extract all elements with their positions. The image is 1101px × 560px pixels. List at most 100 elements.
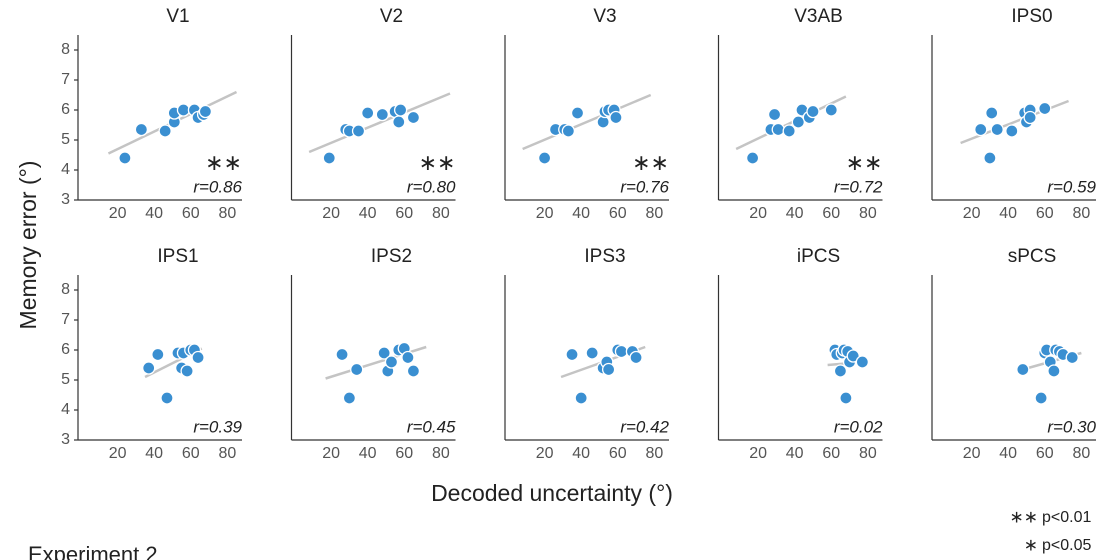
point	[561, 124, 576, 138]
point	[574, 391, 588, 405]
point	[1038, 101, 1052, 116]
point	[134, 122, 149, 137]
x-tick-label: 40	[359, 445, 377, 462]
x-tick-label: 60	[1036, 445, 1054, 462]
y-tick-label: 6	[61, 341, 70, 358]
x-tick-label: 20	[109, 205, 127, 222]
x-tick-label: 40	[572, 205, 590, 222]
x-tick-label: 60	[609, 445, 627, 462]
x-tick-label: 80	[432, 205, 450, 222]
x-tick-label: 40	[786, 205, 804, 222]
y-tick-label: 8	[61, 281, 70, 298]
y-tick-label: 4	[61, 161, 70, 178]
point	[176, 103, 191, 117]
significance: ∗∗	[846, 150, 883, 175]
point	[180, 364, 194, 378]
point	[745, 151, 760, 165]
point	[392, 115, 406, 129]
y-tick-label: 3	[61, 431, 70, 448]
point	[839, 391, 853, 405]
point	[570, 106, 585, 120]
point	[401, 350, 415, 365]
point	[985, 106, 999, 120]
y-tick-label: 3	[61, 191, 70, 208]
x-tick-label: 60	[395, 205, 413, 222]
legend-symbol: ∗∗	[1010, 507, 1039, 526]
point	[974, 122, 988, 137]
point	[1065, 350, 1079, 365]
panel-title: IPS2	[371, 246, 412, 267]
x-tick-label: 80	[859, 205, 877, 222]
correlation-label: r=0.80	[407, 177, 456, 196]
point	[335, 347, 349, 362]
x-tick-label: 20	[536, 205, 554, 222]
y-tick-label: 7	[61, 71, 70, 88]
panel-title: V3AB	[794, 6, 843, 27]
point	[629, 350, 643, 365]
footer: Experiment 2	[28, 542, 158, 560]
point	[791, 115, 805, 129]
point	[393, 103, 408, 117]
x-tick-label: 60	[182, 205, 200, 222]
x-tick-label: 20	[749, 205, 767, 222]
fit-line	[522, 93, 652, 151]
point	[585, 346, 599, 360]
y-tick-label: 6	[61, 101, 70, 118]
significance: ∗∗	[205, 150, 242, 175]
x-tick-label: 60	[609, 205, 627, 222]
point	[1034, 391, 1048, 405]
x-tick-label: 80	[218, 205, 236, 222]
panel-title: iPCS	[797, 246, 840, 267]
point	[806, 104, 820, 119]
point	[855, 355, 870, 369]
panel-title: IPS1	[157, 246, 198, 267]
point	[375, 107, 389, 122]
point	[198, 104, 213, 119]
x-tick-label: 20	[322, 205, 340, 222]
x-tick-label: 40	[145, 445, 163, 462]
point	[160, 391, 174, 405]
x-tick-label: 80	[645, 445, 663, 462]
x-tick-label: 60	[182, 445, 200, 462]
correlation-label: r=0.42	[620, 417, 669, 436]
point	[1016, 362, 1030, 377]
point	[833, 364, 848, 378]
point	[537, 151, 552, 165]
x-tick-label: 60	[395, 445, 413, 462]
significance: ∗∗	[632, 150, 669, 175]
point	[1023, 110, 1037, 125]
x-tick-label: 60	[1036, 205, 1054, 222]
x-axis-label: Decoded uncertainty (°)	[431, 480, 673, 506]
point	[614, 344, 629, 359]
y-axis-label: Memory error (°)	[15, 161, 41, 330]
point	[824, 103, 838, 117]
x-tick-label: 20	[963, 445, 981, 462]
y-tick-label: 5	[61, 371, 70, 388]
x-tick-label: 80	[1072, 205, 1090, 222]
correlation-label: r=0.45	[407, 417, 456, 436]
x-tick-label: 60	[822, 445, 840, 462]
x-tick-label: 80	[218, 445, 236, 462]
point	[118, 151, 132, 165]
x-tick-label: 20	[109, 445, 127, 462]
point	[377, 346, 391, 360]
y-tick-label: 5	[61, 131, 70, 148]
point	[406, 110, 421, 125]
x-tick-label: 40	[145, 205, 163, 222]
x-tick-label: 40	[572, 445, 590, 462]
point	[342, 391, 357, 405]
panel-title: IPS3	[584, 246, 625, 267]
point	[191, 350, 205, 365]
point	[158, 124, 172, 138]
x-tick-label: 20	[322, 445, 340, 462]
correlation-label: r=0.30	[1047, 417, 1096, 436]
y-tick-label: 8	[61, 41, 70, 58]
point	[151, 347, 165, 362]
panel-title: V3	[593, 6, 616, 27]
point	[771, 122, 785, 137]
legend-symbol: ∗	[1024, 535, 1038, 554]
correlation-label: r=0.86	[193, 177, 242, 196]
point	[565, 347, 579, 362]
x-tick-label: 20	[749, 445, 767, 462]
